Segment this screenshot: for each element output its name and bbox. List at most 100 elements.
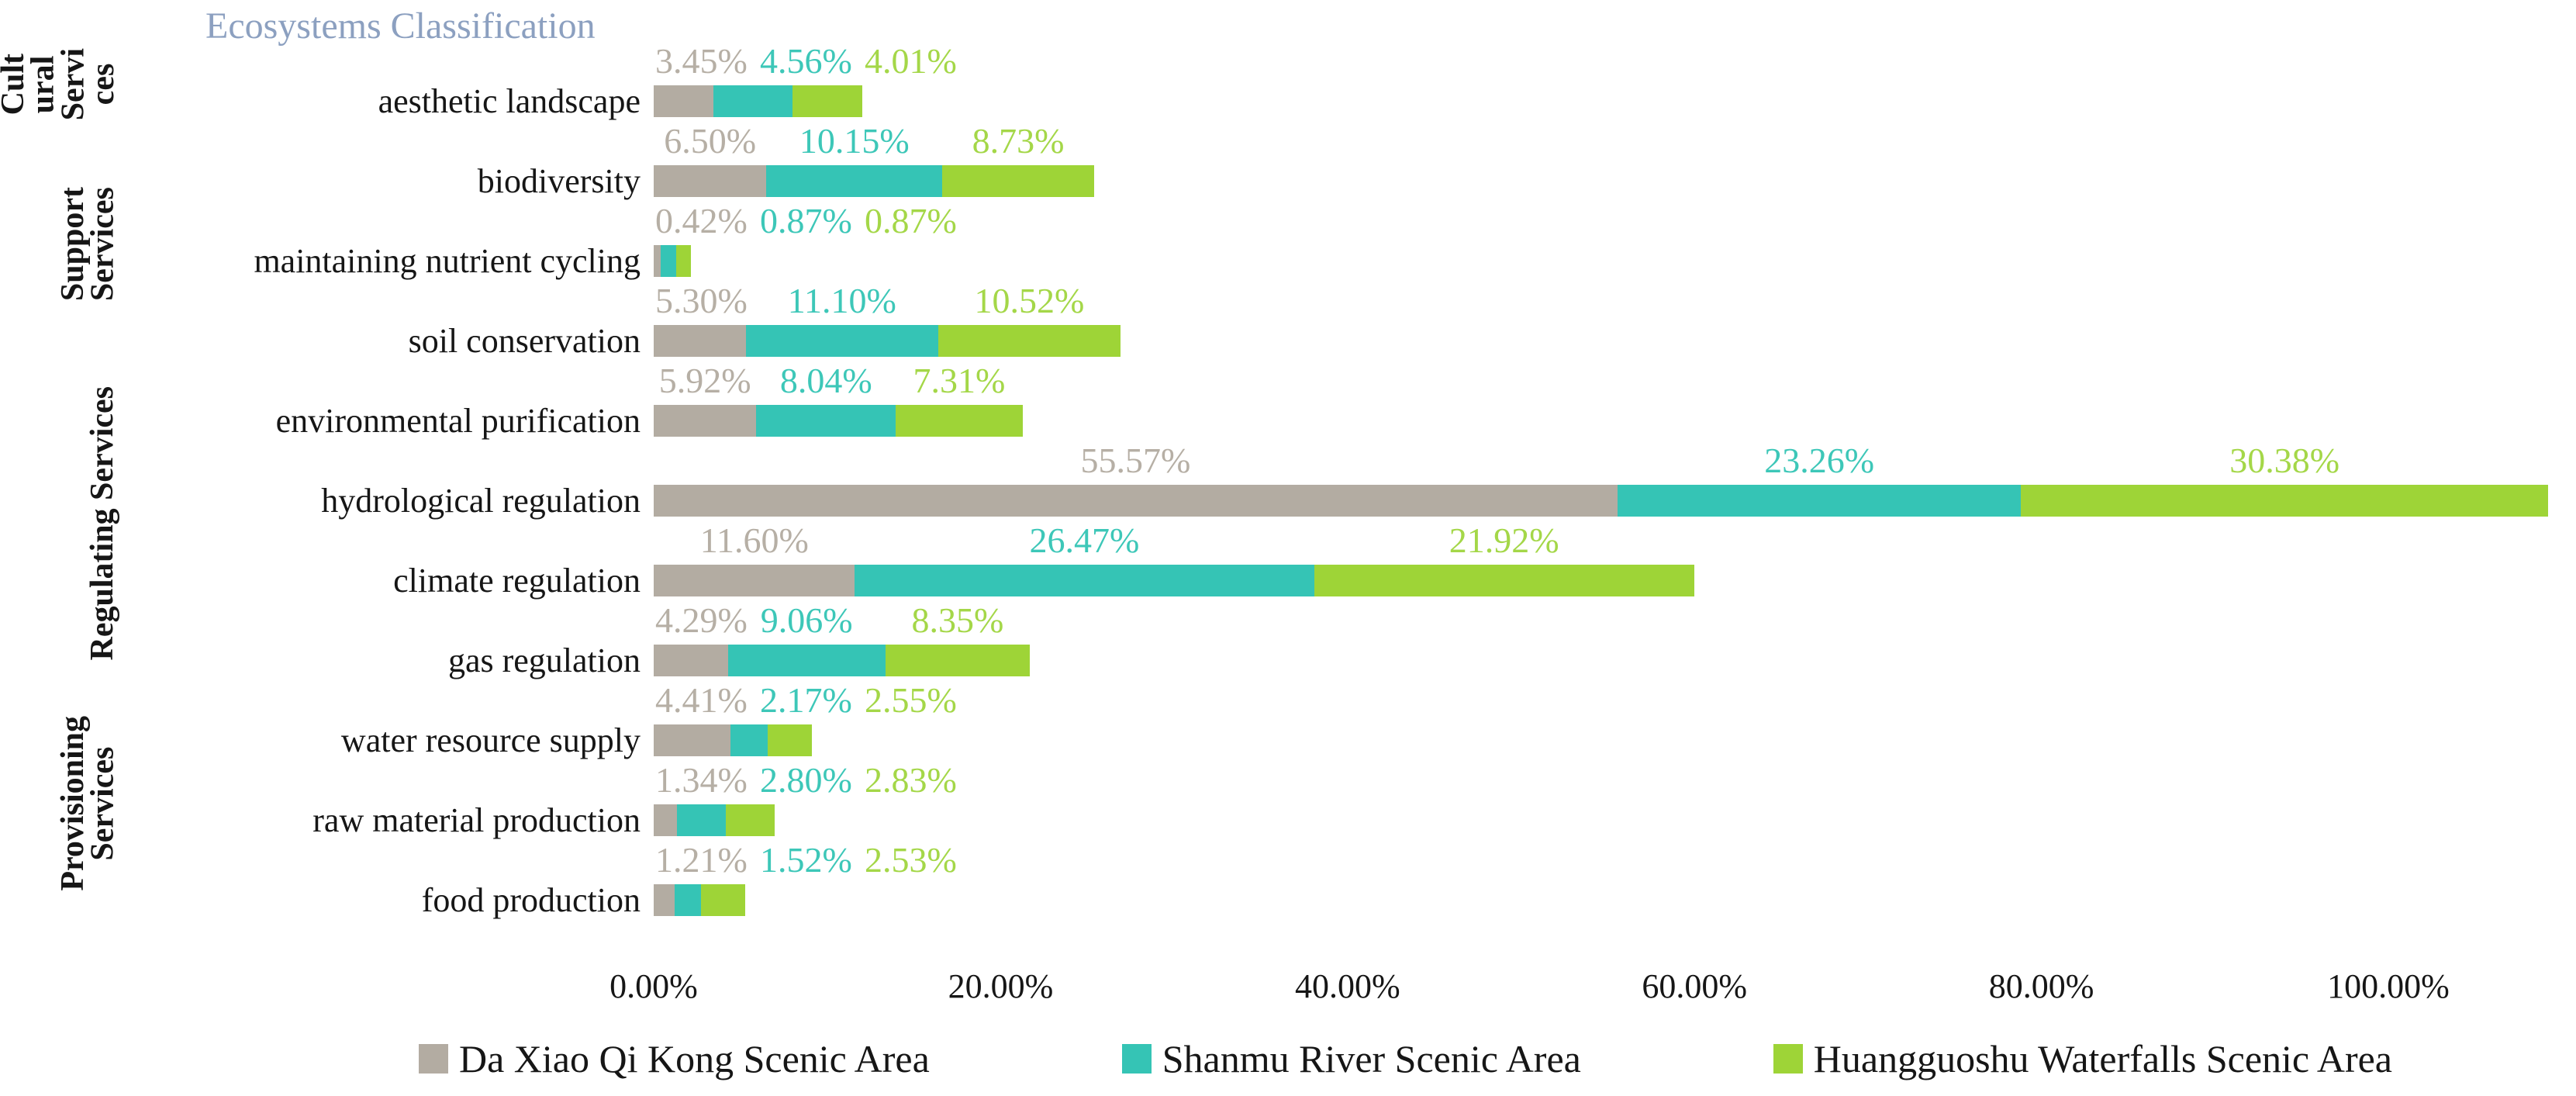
- category-label: climate regulation: [393, 562, 641, 600]
- value-label: 55.57%: [1080, 441, 1191, 480]
- value-label: 10.52%: [974, 281, 1085, 320]
- value-label: 23.26%: [1764, 441, 1875, 480]
- value-label: 3.45%: [655, 41, 748, 81]
- value-label: 1.52%: [760, 840, 852, 880]
- category-label: hydrological regulation: [321, 482, 641, 520]
- legend-item: Da Xiao Qi Kong Scenic Area: [419, 1036, 930, 1081]
- bar-segment: [730, 724, 768, 756]
- value-label: 10.15%: [799, 121, 910, 161]
- bar-row: [654, 884, 745, 916]
- bar-segment: [654, 804, 677, 836]
- value-label: 21.92%: [1449, 520, 1559, 560]
- value-label: 1.21%: [655, 840, 748, 880]
- bar-segment: [701, 884, 745, 916]
- value-label: 4.29%: [655, 600, 748, 640]
- category-label: soil conservation: [408, 322, 641, 360]
- value-label: 2.55%: [865, 680, 957, 720]
- value-label: 2.17%: [760, 680, 852, 720]
- bar-segment: [676, 804, 726, 836]
- axis-tick-label: 0.00%: [609, 967, 698, 1005]
- value-label: 4.41%: [655, 680, 748, 720]
- value-label: 2.83%: [865, 760, 957, 800]
- bar-segment: [1618, 485, 2022, 517]
- category-label: water resource supply: [340, 721, 641, 759]
- category-label: raw material production: [313, 801, 641, 839]
- bar-row: [654, 485, 2548, 517]
- axis-tick-label: 100.00%: [2327, 967, 2450, 1005]
- bar-segment: [654, 405, 757, 437]
- bar-segment: [885, 645, 1031, 676]
- bar-segment: [2021, 485, 2548, 517]
- bar-segment: [654, 884, 675, 916]
- value-label: 5.30%: [655, 281, 748, 320]
- bar-segment: [654, 165, 767, 197]
- axis-tick-label: 40.00%: [1294, 967, 1400, 1005]
- bar-row: [654, 804, 775, 836]
- value-label: 11.10%: [787, 281, 896, 320]
- value-label: 30.38%: [2229, 441, 2340, 480]
- bar-row: [654, 645, 1031, 676]
- bar-segment: [938, 325, 1121, 357]
- legend-label: Huangguoshu Waterfalls Scenic Area: [1813, 1037, 2392, 1080]
- bar-segment: [727, 645, 886, 676]
- value-label: 0.87%: [760, 201, 852, 240]
- bar-segment: [654, 485, 1618, 517]
- value-label: 9.06%: [760, 600, 853, 640]
- value-label: 11.60%: [699, 520, 809, 560]
- value-label: 4.01%: [865, 41, 957, 81]
- value-label: 2.80%: [760, 760, 852, 800]
- value-label: 8.04%: [779, 361, 872, 400]
- bar-segment: [654, 85, 714, 117]
- legend-item: Shanmu River Scenic Area: [1121, 1036, 1581, 1081]
- axis-tick-label: 80.00%: [1988, 967, 2094, 1005]
- legend-swatch: [419, 1044, 448, 1074]
- category-label: gas regulation: [447, 641, 641, 679]
- bar-segment: [766, 165, 943, 197]
- bar-segment: [654, 645, 728, 676]
- category-label: biodiversity: [477, 162, 641, 200]
- bar-segment: [896, 405, 1023, 437]
- category-label: food production: [421, 881, 641, 919]
- bar-segment: [942, 165, 1094, 197]
- legend-item: Huangguoshu Waterfalls Scenic Area: [1773, 1036, 2392, 1081]
- value-label: 0.87%: [865, 201, 957, 240]
- bar-segment: [675, 884, 702, 916]
- bar-segment: [725, 804, 775, 836]
- axis-tick-label: 20.00%: [948, 967, 1054, 1005]
- bar-segment: [768, 724, 813, 756]
- value-label: 7.31%: [913, 361, 1006, 400]
- category-label: maintaining nutrient cycling: [254, 242, 641, 280]
- value-label: 5.92%: [658, 361, 751, 400]
- bar-row: [654, 165, 1094, 197]
- value-label: 8.73%: [972, 121, 1065, 161]
- bar-segment: [661, 245, 676, 277]
- bar-segment: [654, 724, 730, 756]
- bar-row: [654, 85, 862, 117]
- bar-segment: [792, 85, 862, 117]
- legend-label: Shanmu River Scenic Area: [1162, 1037, 1581, 1080]
- value-label: 6.50%: [664, 121, 757, 161]
- value-label: 8.35%: [911, 600, 1004, 640]
- bar-row: [654, 724, 813, 756]
- axis-tick-label: 60.00%: [1642, 967, 1748, 1005]
- bar-segment: [745, 325, 938, 357]
- bar-segment: [654, 565, 855, 596]
- bar-segment: [713, 85, 793, 117]
- bar-segment: [855, 565, 1314, 596]
- category-label: aesthetic landscape: [378, 82, 641, 120]
- legend-label: Da Xiao Qi Kong Scenic Area: [459, 1037, 930, 1080]
- bar-row: [654, 405, 1023, 437]
- bar-row: [654, 325, 1121, 357]
- value-label: 2.53%: [865, 840, 957, 880]
- bar-segment: [654, 325, 746, 357]
- value-label: 26.47%: [1029, 520, 1140, 560]
- legend-swatch: [1121, 1044, 1152, 1074]
- bar-row: [654, 565, 1694, 596]
- bar-segment: [1314, 565, 1694, 596]
- category-label: environmental purification: [275, 402, 641, 440]
- legend-swatch: [1773, 1044, 1803, 1074]
- bar-segment: [654, 245, 661, 277]
- bar-segment: [756, 405, 896, 437]
